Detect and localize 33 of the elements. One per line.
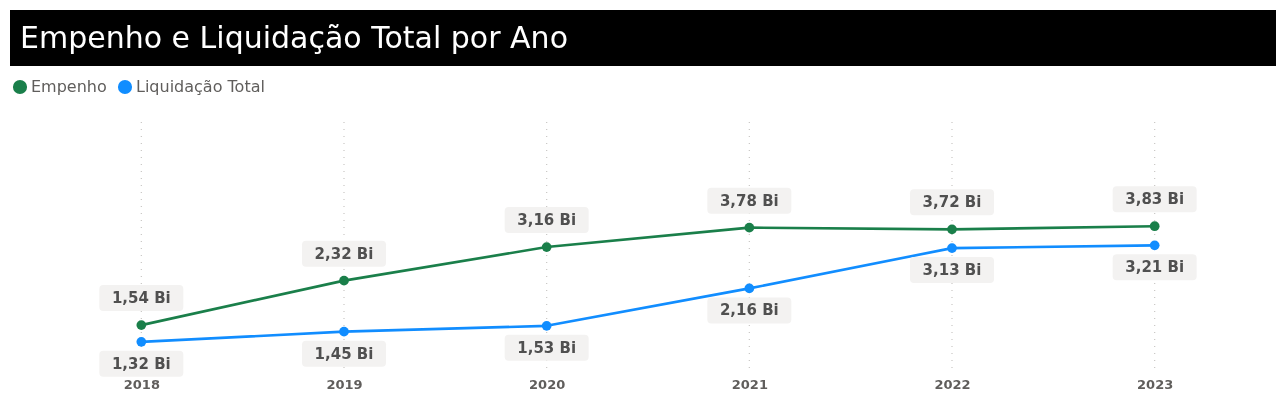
point bbox=[947, 243, 957, 253]
x-tick-label: 2021 bbox=[731, 376, 768, 392]
data-label: 3,72 Bi bbox=[922, 193, 982, 212]
point bbox=[744, 222, 755, 233]
chart-title: Empenho e Liquidação Total por Ano bbox=[20, 20, 568, 55]
point bbox=[541, 320, 552, 331]
data-label: 1,45 Bi bbox=[314, 344, 374, 363]
x-tick-label: 2020 bbox=[529, 376, 566, 392]
data-label: 1,32 Bi bbox=[111, 354, 171, 373]
data-label: 3,13 Bi bbox=[922, 261, 982, 280]
x-tick-label: 2019 bbox=[326, 376, 363, 392]
legend-label: Empenho bbox=[31, 77, 107, 96]
x-tick-label: 2022 bbox=[934, 376, 971, 392]
point bbox=[1149, 240, 1160, 251]
x-tick-label: 2023 bbox=[1137, 376, 1174, 392]
point bbox=[1149, 221, 1160, 232]
point bbox=[339, 326, 349, 337]
point bbox=[136, 320, 147, 330]
data-label: 3,78 Bi bbox=[719, 191, 779, 210]
point bbox=[947, 224, 957, 235]
data-label: 3,16 Bi bbox=[517, 211, 577, 230]
data-label: 2,16 Bi bbox=[719, 301, 779, 320]
legend-label: Liquidação Total bbox=[136, 77, 265, 96]
point bbox=[136, 336, 147, 347]
data-label: 1,53 Bi bbox=[517, 338, 577, 357]
data-label: 1,54 Bi bbox=[111, 289, 171, 308]
data-label: 3,83 Bi bbox=[1125, 190, 1185, 209]
data-label: 3,21 Bi bbox=[1125, 258, 1185, 277]
point bbox=[541, 242, 552, 252]
point bbox=[339, 275, 349, 286]
data-label: 2,32 Bi bbox=[314, 244, 374, 263]
x-tick-label: 2018 bbox=[123, 376, 160, 392]
point bbox=[744, 283, 755, 294]
